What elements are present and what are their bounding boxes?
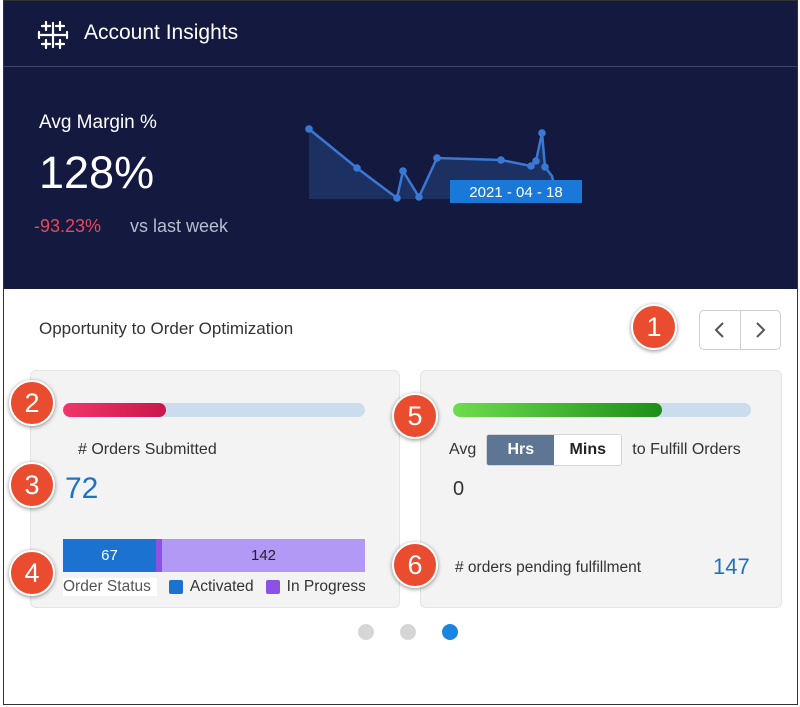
section-title: Opportunity to Order Optimization [39, 319, 294, 338]
orders-progress-bar [63, 403, 365, 417]
margin-sparkline[interactable]: 2021 - 04 - 18 [299, 121, 589, 211]
legend-swatch-in-progress [265, 580, 280, 594]
mins-toggle-button[interactable]: Mins [554, 435, 622, 465]
page-dot-3[interactable] [442, 624, 458, 640]
callout-badge-6: 6 [392, 542, 438, 588]
page-dot-1[interactable] [358, 624, 374, 640]
page-dot-2[interactable] [400, 624, 416, 640]
orders-submitted-label: # Orders Submitted [78, 441, 217, 458]
app-frame: Account Insights Avg Margin % 128% -93.2… [3, 0, 798, 705]
callout-badge-5: 5 [392, 393, 438, 439]
callout-badge-2: 2 [9, 380, 55, 426]
chevron-left-icon [714, 322, 724, 338]
carousel-indicators [358, 624, 458, 640]
status-segment-activated[interactable]: 67 [63, 539, 156, 572]
pending-fulfillment-label: # orders pending fulfillment [455, 559, 642, 576]
sparkline-tooltip [450, 180, 582, 203]
fulfillment-progress-bar [453, 403, 751, 417]
fulfillment-progress-fill [453, 403, 662, 417]
hrs-toggle-button[interactable]: Hrs [487, 435, 555, 465]
avg-fulfill-row: Avg Hrs Mins to Fulfill Orders [449, 434, 741, 466]
next-button[interactable] [739, 311, 780, 349]
legend-swatch-activated [168, 580, 183, 594]
legend-label-activated: Activated [189, 578, 254, 595]
orders-card: # Orders Submitted 72 67 142 Order Statu… [30, 370, 400, 608]
app-title: Account Insights [84, 21, 239, 44]
metric-comparison: vs last week [130, 216, 229, 236]
sparkline-points [305, 125, 549, 202]
chevron-right-icon [756, 322, 766, 338]
legend-title: Order Status [63, 578, 157, 596]
order-status-bar[interactable]: 67 142 [63, 539, 365, 572]
orders-progress-fill [63, 403, 166, 417]
title-bar: Account Insights [4, 1, 797, 67]
metric-value: 128% [39, 147, 155, 198]
orders-submitted-value: 72 [65, 472, 99, 505]
status-segment-in-progress[interactable]: 142 [162, 539, 365, 572]
carousel-nav [699, 310, 781, 350]
avg-suffix: to Fulfill Orders [632, 441, 741, 458]
metric-delta: -93.23% [34, 216, 102, 236]
avg-prefix: Avg [449, 441, 477, 458]
metric-label: Avg Margin % [39, 112, 157, 133]
tableau-plus-icon [37, 20, 69, 50]
legend-label-in-progress: In Progress [286, 578, 365, 595]
callout-badge-4: 4 [9, 550, 55, 596]
sparkline-tooltip-date: 2021 - 04 - 18 [469, 184, 562, 201]
prev-button[interactable] [700, 311, 740, 349]
callout-badge-1: 1 [631, 304, 677, 350]
callout-badge-3: 3 [9, 462, 55, 508]
time-unit-toggle: Hrs Mins [486, 434, 623, 466]
avg-fulfill-value: 0 [453, 478, 465, 500]
status-segment-divider [156, 539, 162, 572]
pending-fulfillment-value: 147 [713, 554, 750, 579]
order-status-legend: Order Status Activated In Progress [63, 576, 365, 598]
fulfillment-card: Avg Hrs Mins to Fulfill Orders 0 # order… [420, 370, 782, 608]
insights-header: Account Insights Avg Margin % 128% -93.2… [4, 1, 797, 289]
